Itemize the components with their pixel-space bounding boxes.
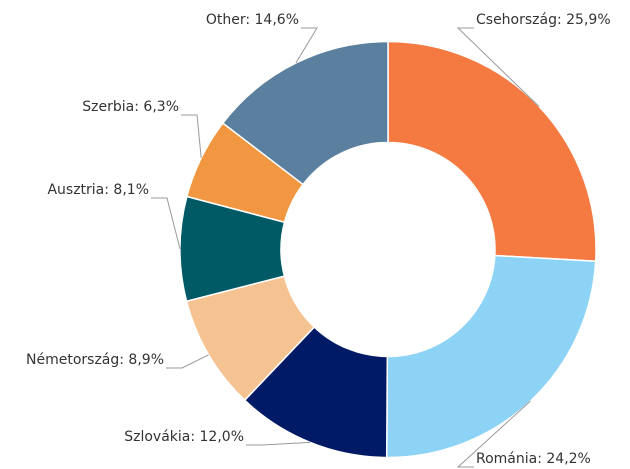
donut-slice <box>385 254 597 459</box>
slice-label: Szlovákia: 12,0% <box>124 429 244 445</box>
slice-label: Csehország: 25,9% <box>476 12 611 28</box>
donut-slice <box>387 40 597 263</box>
slice-label: Ausztria: 8,1% <box>47 182 149 198</box>
donut-slice <box>221 40 389 186</box>
leader-line <box>166 354 209 369</box>
leader-line <box>246 441 311 446</box>
slice-label: Szerbia: 6,3% <box>82 99 179 115</box>
leader-line <box>181 114 202 159</box>
slice-label: Románia: 24,2% <box>476 451 591 467</box>
leader-line <box>456 400 531 468</box>
leader-line <box>151 197 181 249</box>
slice-label: Other: 14,6% <box>206 12 299 28</box>
leader-line <box>456 27 540 107</box>
leader-line <box>295 27 318 64</box>
slice-label: Németország: 8,9% <box>26 352 164 368</box>
